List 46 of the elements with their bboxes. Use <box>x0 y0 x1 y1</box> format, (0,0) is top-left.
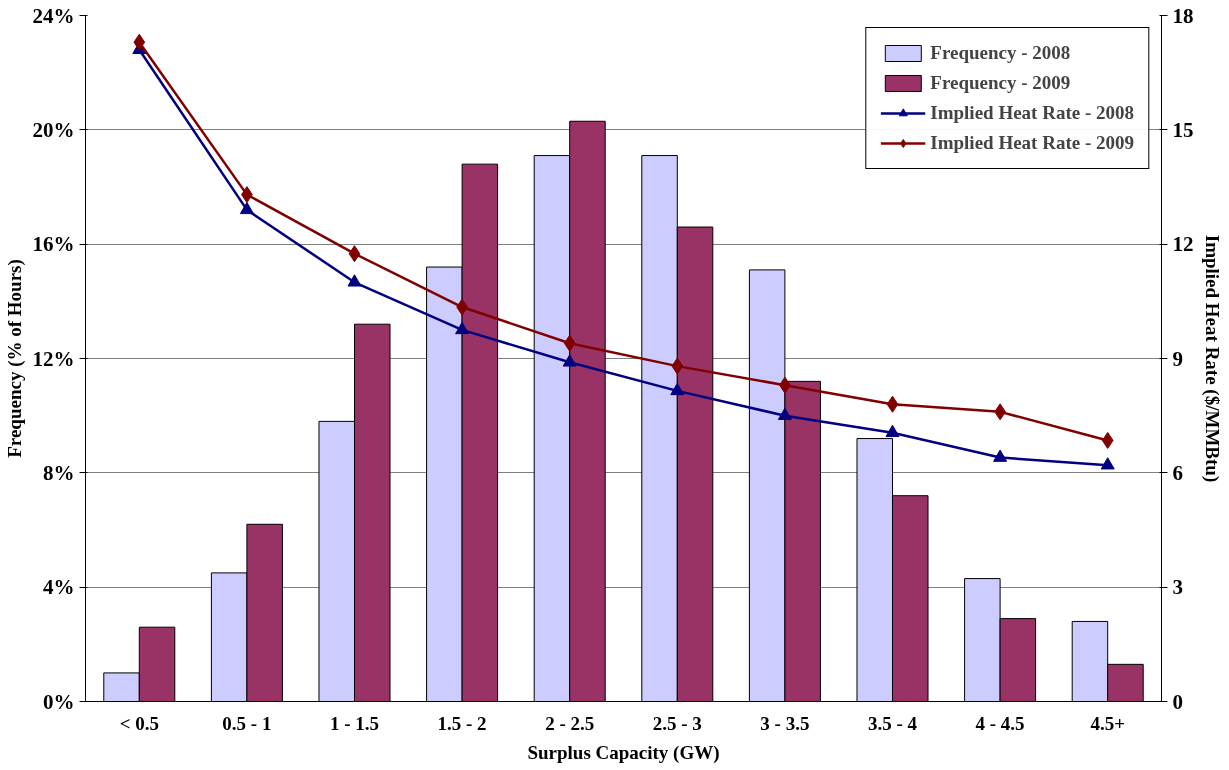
x-tick-label: 1.5 - 2 <box>437 712 487 734</box>
y-tick-label: 24% <box>32 3 75 28</box>
legend-label: Frequency - 2009 <box>930 72 1071 94</box>
x-tick-label: 1 - 1.5 <box>329 712 380 734</box>
legend-label: Frequency - 2008 <box>930 42 1071 64</box>
y2-tick-label: 9 <box>1172 346 1183 371</box>
y-tick-label: 4% <box>43 575 75 600</box>
y2-tick-label: 6 <box>1172 460 1183 485</box>
point <box>562 354 577 367</box>
y2-tick-label: 12 <box>1172 232 1194 257</box>
point <box>993 449 1008 462</box>
y-tick-label: 8% <box>43 460 75 485</box>
point <box>348 245 361 263</box>
y-tick-label: 16% <box>32 232 75 257</box>
x-tick-label: 3 - 3.5 <box>760 712 810 734</box>
x-tick-label: 3.5 - 4 <box>867 712 918 734</box>
point <box>455 321 470 335</box>
point <box>133 33 146 51</box>
point <box>1100 457 1115 470</box>
legend-label: Implied Heat Rate - 2008 <box>930 102 1134 124</box>
point <box>563 334 576 352</box>
point <box>347 274 362 287</box>
x-tick-label: 4.5+ <box>1090 712 1125 734</box>
point <box>670 382 685 396</box>
y2-axis-title: Implied Heat Rate ($/MMBtu) <box>1200 234 1223 483</box>
y-tick-label: 20% <box>32 117 75 142</box>
y-tick-label: 0% <box>43 689 75 714</box>
y-tick-label: 12% <box>32 346 75 371</box>
x-tick-label: 4 - 4.5 <box>975 712 1025 734</box>
x-tick-label: 2 - 2.5 <box>545 712 595 734</box>
y2-tick-label: 3 <box>1172 575 1183 600</box>
y-axis-title: Frequency (% of Hours) <box>3 259 26 458</box>
point <box>777 407 792 420</box>
point <box>1101 431 1114 449</box>
legend-label: Implied Heat Rate - 2009 <box>930 132 1134 154</box>
point <box>886 395 899 413</box>
x-axis-title: Surplus Capacity (GW) <box>527 741 720 764</box>
point <box>671 357 684 375</box>
y2-tick-label: 0 <box>1172 689 1183 714</box>
point <box>885 424 900 438</box>
x-tick-label: < 0.5 <box>119 712 159 734</box>
point <box>239 201 254 215</box>
y2-tick-label: 18 <box>1172 3 1194 28</box>
x-tick-label: 0.5 - 1 <box>222 712 272 734</box>
y2-tick-label: 15 <box>1172 117 1194 142</box>
x-tick-label: 2.5 - 3 <box>652 712 702 734</box>
